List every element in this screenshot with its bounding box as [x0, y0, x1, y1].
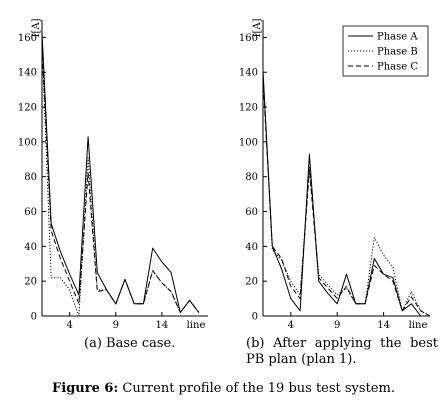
series-line-phase-b — [41, 40, 200, 317]
y-tick-label: 100 — [239, 137, 258, 148]
y-tick-label: 160 — [18, 33, 37, 44]
x-axis-label: line — [187, 320, 206, 331]
y-tick-label: 20 — [245, 277, 258, 288]
y-tick-label: 40 — [24, 242, 37, 253]
y-tick-label: 80 — [24, 172, 37, 183]
chart-panel-a: 0 20 40 60 80 100 120 140 160 4 9 14 I[A] line — [18, 18, 208, 331]
legend-label: Phase C — [377, 62, 418, 73]
y-tick-label: 120 — [239, 103, 258, 114]
y-tick-label: 80 — [245, 172, 258, 183]
panel-a-caption: (a) Base case. — [84, 336, 176, 351]
y-tick-label: 0 — [252, 312, 258, 323]
x-tick-label: 4 — [288, 320, 294, 331]
x-tick-label: 14 — [156, 320, 169, 331]
y-tick-label: 60 — [245, 207, 258, 218]
series-line-phase-c — [262, 79, 431, 317]
y-tick-label: 60 — [24, 207, 37, 218]
y-axis-label: I[A] — [31, 18, 42, 37]
series-line-phase-a — [41, 32, 200, 313]
legend-label: Phase A — [377, 32, 418, 43]
y-tick-label: 120 — [18, 103, 37, 114]
series-line-phase-b — [262, 73, 431, 317]
y-tick-label: 0 — [31, 312, 37, 323]
x-axis-label: line — [409, 320, 428, 331]
x-tick-label: 9 — [113, 320, 119, 331]
y-tick-label: 140 — [18, 68, 37, 79]
figure-caption-label: Figure 6: — [52, 381, 119, 396]
chart-panel-b: 0 20 40 60 80 100 120 140 160 4 9 14 I[A] line Phase A… — [239, 18, 431, 331]
x-tick-label: 9 — [334, 320, 340, 331]
panel-b-caption: (b) After applying the best PB plan (pla… — [246, 336, 438, 367]
y-tick-label: 100 — [18, 137, 37, 148]
legend-label: Phase B — [377, 47, 418, 58]
y-tick-label: 140 — [239, 68, 258, 79]
x-tick-label: 4 — [66, 320, 72, 331]
y-tick-label: 160 — [239, 33, 258, 44]
y-axis-label: I[A] — [252, 18, 263, 37]
series-line-phase-c — [41, 47, 200, 313]
figure-caption: Figure 6: Current profile of the 19 bus … — [0, 381, 447, 396]
x-tick-label: 14 — [377, 320, 390, 331]
y-tick-label: 40 — [245, 242, 258, 253]
figure-caption-text: Current profile of the 19 bus test syste… — [122, 381, 395, 396]
y-tick-label: 20 — [24, 277, 37, 288]
